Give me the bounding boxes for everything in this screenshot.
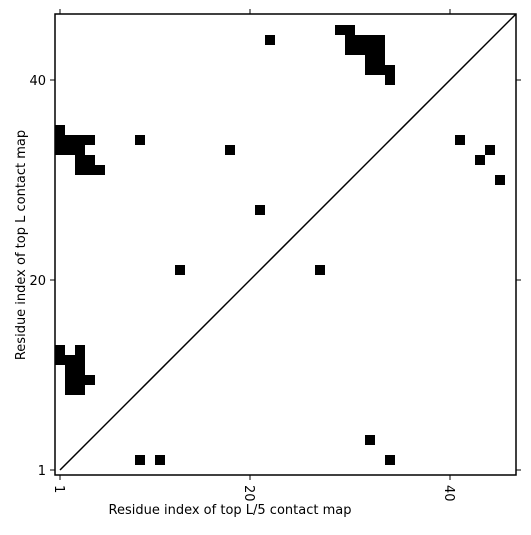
y-axis-label: Residue index of top L contact map xyxy=(14,130,29,360)
contact-cell xyxy=(385,65,395,75)
contact-cell xyxy=(455,135,465,145)
contact-cell xyxy=(55,135,65,145)
contact-cell xyxy=(485,145,495,155)
plot-frame xyxy=(54,13,517,476)
contact-cell xyxy=(65,135,75,145)
contact-cell xyxy=(155,455,165,465)
contact-cell xyxy=(345,35,355,45)
contact-cell xyxy=(75,155,85,165)
contact-cell xyxy=(495,175,505,185)
y-tick-label: 40 xyxy=(29,74,46,89)
contact-cell xyxy=(75,365,85,375)
x-tick-label: 1 xyxy=(51,485,66,493)
y-tick-label: 20 xyxy=(29,274,46,289)
contact-cell xyxy=(65,355,75,365)
contact-cell xyxy=(255,205,265,215)
contact-cell xyxy=(65,385,75,395)
contact-cell xyxy=(85,165,95,175)
contact-cell xyxy=(135,455,145,465)
contact-cell xyxy=(75,135,85,145)
contact-cell xyxy=(65,375,75,385)
contact-cell xyxy=(95,165,105,175)
x-axis-label: Residue index of top L/5 contact map xyxy=(109,503,352,518)
contact-cell xyxy=(75,165,85,175)
contact-cell xyxy=(55,345,65,355)
contact-cell xyxy=(75,345,85,355)
contact-cell xyxy=(225,145,235,155)
contact-cell xyxy=(55,125,65,135)
contact-cell xyxy=(355,35,365,45)
contact-cell xyxy=(85,375,95,385)
contact-cell xyxy=(375,35,385,45)
contact-cell xyxy=(475,155,485,165)
contact-cell xyxy=(265,35,275,45)
diagonal xyxy=(59,13,517,471)
contact-cell xyxy=(65,145,75,155)
contact-cell xyxy=(335,25,345,35)
contact-cell xyxy=(375,45,385,55)
contact-cell xyxy=(375,55,385,65)
contact-cell xyxy=(375,65,385,75)
contact-cell xyxy=(365,55,375,65)
contact-cell xyxy=(175,265,185,275)
contact-cell xyxy=(385,455,395,465)
contact-cell xyxy=(85,155,95,165)
contact-cell xyxy=(55,355,65,365)
x-tick-label: 40 xyxy=(441,485,456,502)
contact-cell xyxy=(365,45,375,55)
contact-cell xyxy=(365,435,375,445)
contact-cell xyxy=(365,65,375,75)
contact-cell xyxy=(75,375,85,385)
contact-cell xyxy=(75,385,85,395)
contact-cell xyxy=(365,35,375,45)
contact-cell xyxy=(135,135,145,145)
contact-cell xyxy=(65,365,75,375)
contact-cell xyxy=(345,45,355,55)
contact-cell xyxy=(355,45,365,55)
contact-cell xyxy=(55,145,65,155)
contact-cell xyxy=(75,145,85,155)
contact-cell xyxy=(315,265,325,275)
x-tick-label: 20 xyxy=(241,485,256,502)
contact-cell xyxy=(385,75,395,85)
contact-cell xyxy=(345,25,355,35)
y-tick-label: 1 xyxy=(38,464,46,479)
contact-cell xyxy=(85,135,95,145)
contact-cell xyxy=(75,355,85,365)
